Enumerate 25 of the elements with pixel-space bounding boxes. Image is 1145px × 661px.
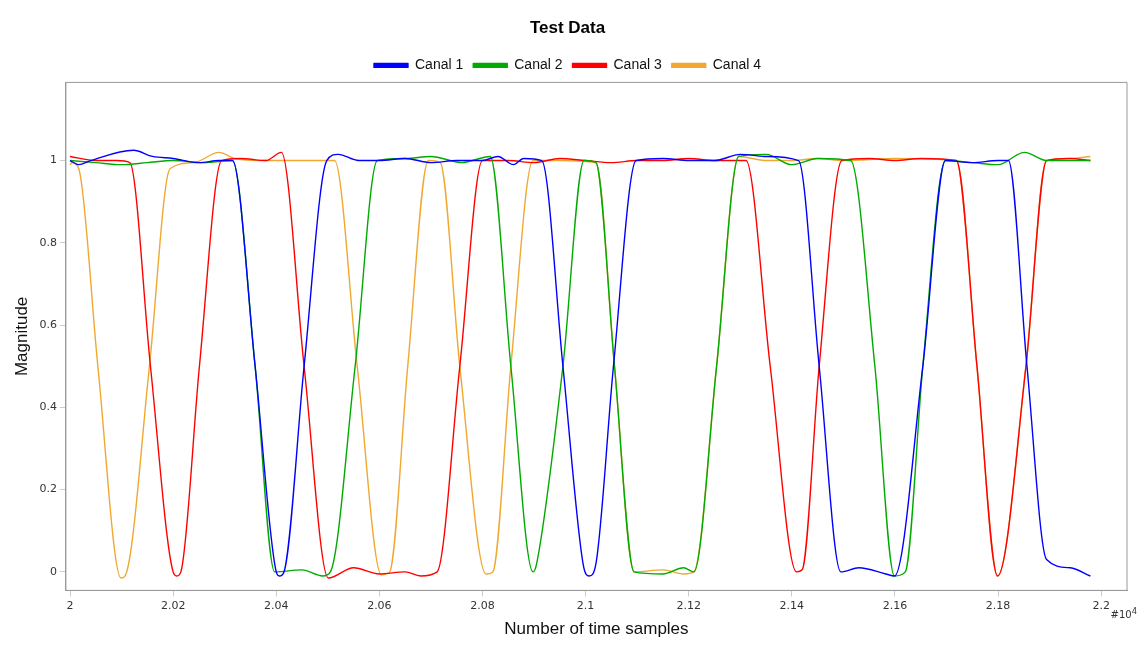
x-tick-label: 2.18 — [985, 598, 1011, 612]
x-tick-label: 2.02 — [160, 598, 186, 612]
x-tick-label: 2.14 — [779, 598, 805, 612]
y-tick-label: 0.4 — [39, 400, 57, 414]
x-tick-label: 2.08 — [470, 598, 495, 612]
x-tick-label: 2.16 — [882, 598, 908, 612]
y-tick-label: 0 — [49, 564, 57, 578]
x-tick-label: 2.12 — [676, 598, 701, 612]
y-tick-label: 0.2 — [39, 482, 57, 496]
x-tick-label: 2.2 — [1092, 598, 1110, 612]
x-tick-label: 2 — [66, 598, 74, 612]
x-tick-label: 2.1 — [576, 598, 595, 612]
x-tick-label: 2.04 — [264, 598, 289, 612]
x-tick-label: 2.06 — [367, 598, 392, 612]
legend-label: Canal 2 — [514, 56, 563, 73]
y-tick-label: 1 — [49, 153, 57, 167]
chart-title: Test Data — [529, 17, 606, 37]
legend-label: Canal 3 — [613, 56, 662, 73]
y-tick-label: 0.6 — [39, 317, 57, 331]
x-axis-title: Number of time samples — [504, 619, 689, 639]
y-tick-label: 0.8 — [39, 235, 57, 249]
text: #10$^{4}$ — [1110, 606, 1137, 621]
legend-label: Canal 1 — [414, 56, 464, 73]
legend-label: Canal 4 — [712, 56, 762, 73]
y-axis-title: Magnitude — [11, 296, 31, 377]
